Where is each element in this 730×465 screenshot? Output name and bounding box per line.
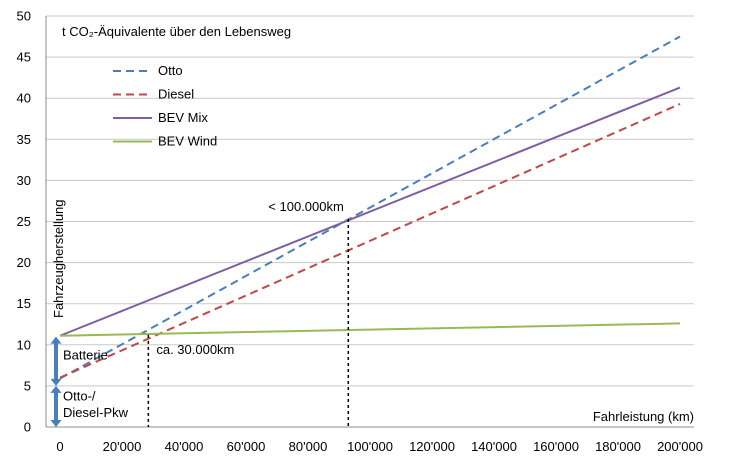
- chart-title: t CO₂-Äquivalente über den Lebensweg: [62, 24, 291, 39]
- y-tick-label: 15: [17, 296, 31, 311]
- x-tick-label: 160'000: [533, 439, 579, 454]
- x-tick-label: 100'000: [347, 439, 393, 454]
- axes: [45, 16, 694, 428]
- x-tick-label: 80'000: [289, 439, 328, 454]
- y-axis-label: Fahrzeugherstellung: [51, 199, 66, 318]
- y-tick-label: 0: [24, 420, 31, 435]
- legend-label: Diesel: [158, 87, 194, 102]
- legend: Otto Diesel BEV Mix BEV Wind: [113, 63, 217, 149]
- legend-label: Otto: [158, 63, 183, 78]
- x-axis-label: Fahrleistung (km): [593, 409, 694, 424]
- y-tick-label: 45: [17, 50, 31, 65]
- grid-lines: [46, 15, 694, 387]
- vehicle-arrow: [50, 385, 62, 427]
- battery-arrow: [50, 336, 62, 386]
- series-line-diesel: [59, 103, 681, 379]
- y-tick-label: 50: [17, 9, 31, 24]
- annotations: < 100.000km ca. 30.000km Batterie Otto-/Die…: [50, 199, 350, 427]
- battery-label: Batterie: [63, 348, 108, 363]
- series-line-bev-wind: [59, 322, 681, 337]
- series-line-bev-mix: [59, 86, 681, 337]
- x-tick-label: 120'000: [409, 439, 455, 454]
- x-tick-label: 0: [56, 439, 63, 454]
- crossover-label-high: < 100.000km: [268, 199, 344, 214]
- vehicle-label-line1: Otto-/: [63, 389, 96, 404]
- y-tick-label: 10: [17, 337, 31, 352]
- x-tick-label: 40'000: [165, 439, 204, 454]
- x-tick-label: 200'000: [657, 439, 703, 454]
- y-tick-label: 20: [17, 255, 31, 270]
- y-tick-label: 5: [24, 378, 31, 393]
- y-tick-label: 25: [17, 214, 31, 229]
- x-tick-label: 140'000: [471, 439, 517, 454]
- x-tick-label: 180'000: [595, 439, 641, 454]
- legend-label: BEV Wind: [158, 134, 217, 149]
- tick-labels: 0 5 10 15 20 25 30 35 40 45 50 0 20'000 40'000 60'000 8…: [17, 9, 703, 455]
- series-lines: [59, 35, 681, 380]
- x-tick-label: 60'000: [227, 439, 266, 454]
- legend-label: BEV Mix: [158, 110, 208, 125]
- y-tick-label: 40: [17, 91, 31, 106]
- y-tick-label: 30: [17, 173, 31, 188]
- vehicle-label-line2: Diesel-Pkw: [63, 405, 129, 420]
- y-tick-label: 35: [17, 132, 31, 147]
- crossover-label-low: ca. 30.000km: [156, 342, 234, 357]
- x-tick-label: 20'000: [103, 439, 142, 454]
- series-line-otto: [59, 35, 681, 380]
